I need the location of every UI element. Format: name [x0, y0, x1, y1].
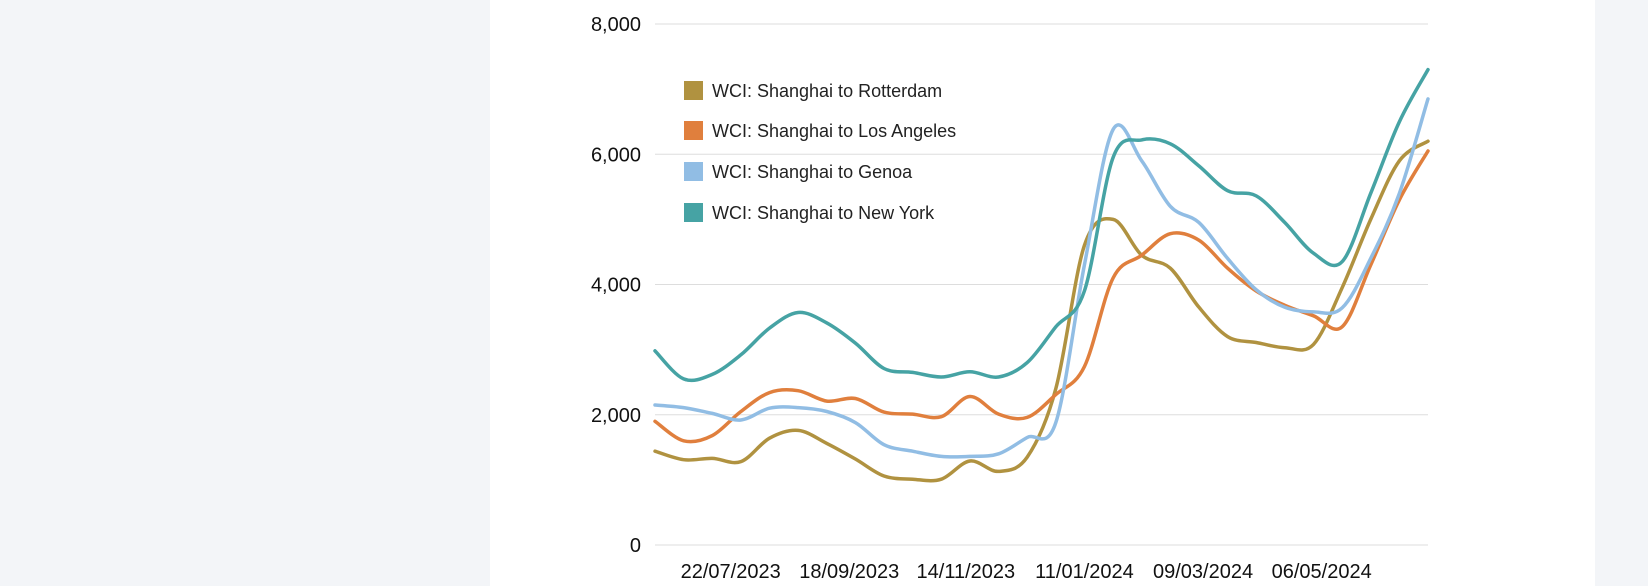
y-tick-label: 8,000: [591, 14, 641, 36]
x-axis-tick-labels: 22/07/2023 18/09/2023 14/11/2023 11/01/2024…: [681, 561, 1372, 583]
y-tick-label: 2,000: [591, 405, 641, 427]
x-tick-label: 14/11/2023: [917, 561, 1016, 583]
x-tick-label: 06/05/2024: [1272, 561, 1372, 583]
y-tick-label: 6,000: [591, 144, 641, 166]
x-tick-label: 09/03/2024: [1153, 561, 1253, 583]
series-line-4: [653, 67, 1430, 383]
y-tick-label: 0: [630, 535, 641, 557]
series-line-3: [653, 97, 1430, 459]
y-axis-tick-labels: 0 2,000 4,000 6,000 8,000: [591, 14, 641, 557]
series-lines: [653, 67, 1430, 483]
gridlines: [655, 23, 1428, 546]
legend-label: WCI: Shanghai to Rotterdam: [712, 81, 942, 101]
legend-label: WCI: Shanghai to Los Angeles: [712, 121, 956, 141]
legend-label: WCI: Shanghai to New York: [712, 203, 935, 223]
legend: WCI: Shanghai to Rotterdam WCI: Shanghai …: [684, 81, 956, 223]
x-tick-label: 18/09/2023: [799, 561, 899, 583]
legend-swatch: [684, 81, 703, 100]
legend-label: WCI: Shanghai to Genoa: [712, 162, 913, 182]
x-tick-label: 11/01/2024: [1035, 561, 1134, 583]
legend-swatch: [684, 162, 703, 181]
x-tick-label: 22/07/2023: [681, 561, 781, 583]
legend-swatch: [684, 121, 703, 140]
series-line-2: [653, 149, 1430, 444]
y-tick-label: 4,000: [591, 275, 641, 297]
legend-swatch: [684, 203, 703, 222]
